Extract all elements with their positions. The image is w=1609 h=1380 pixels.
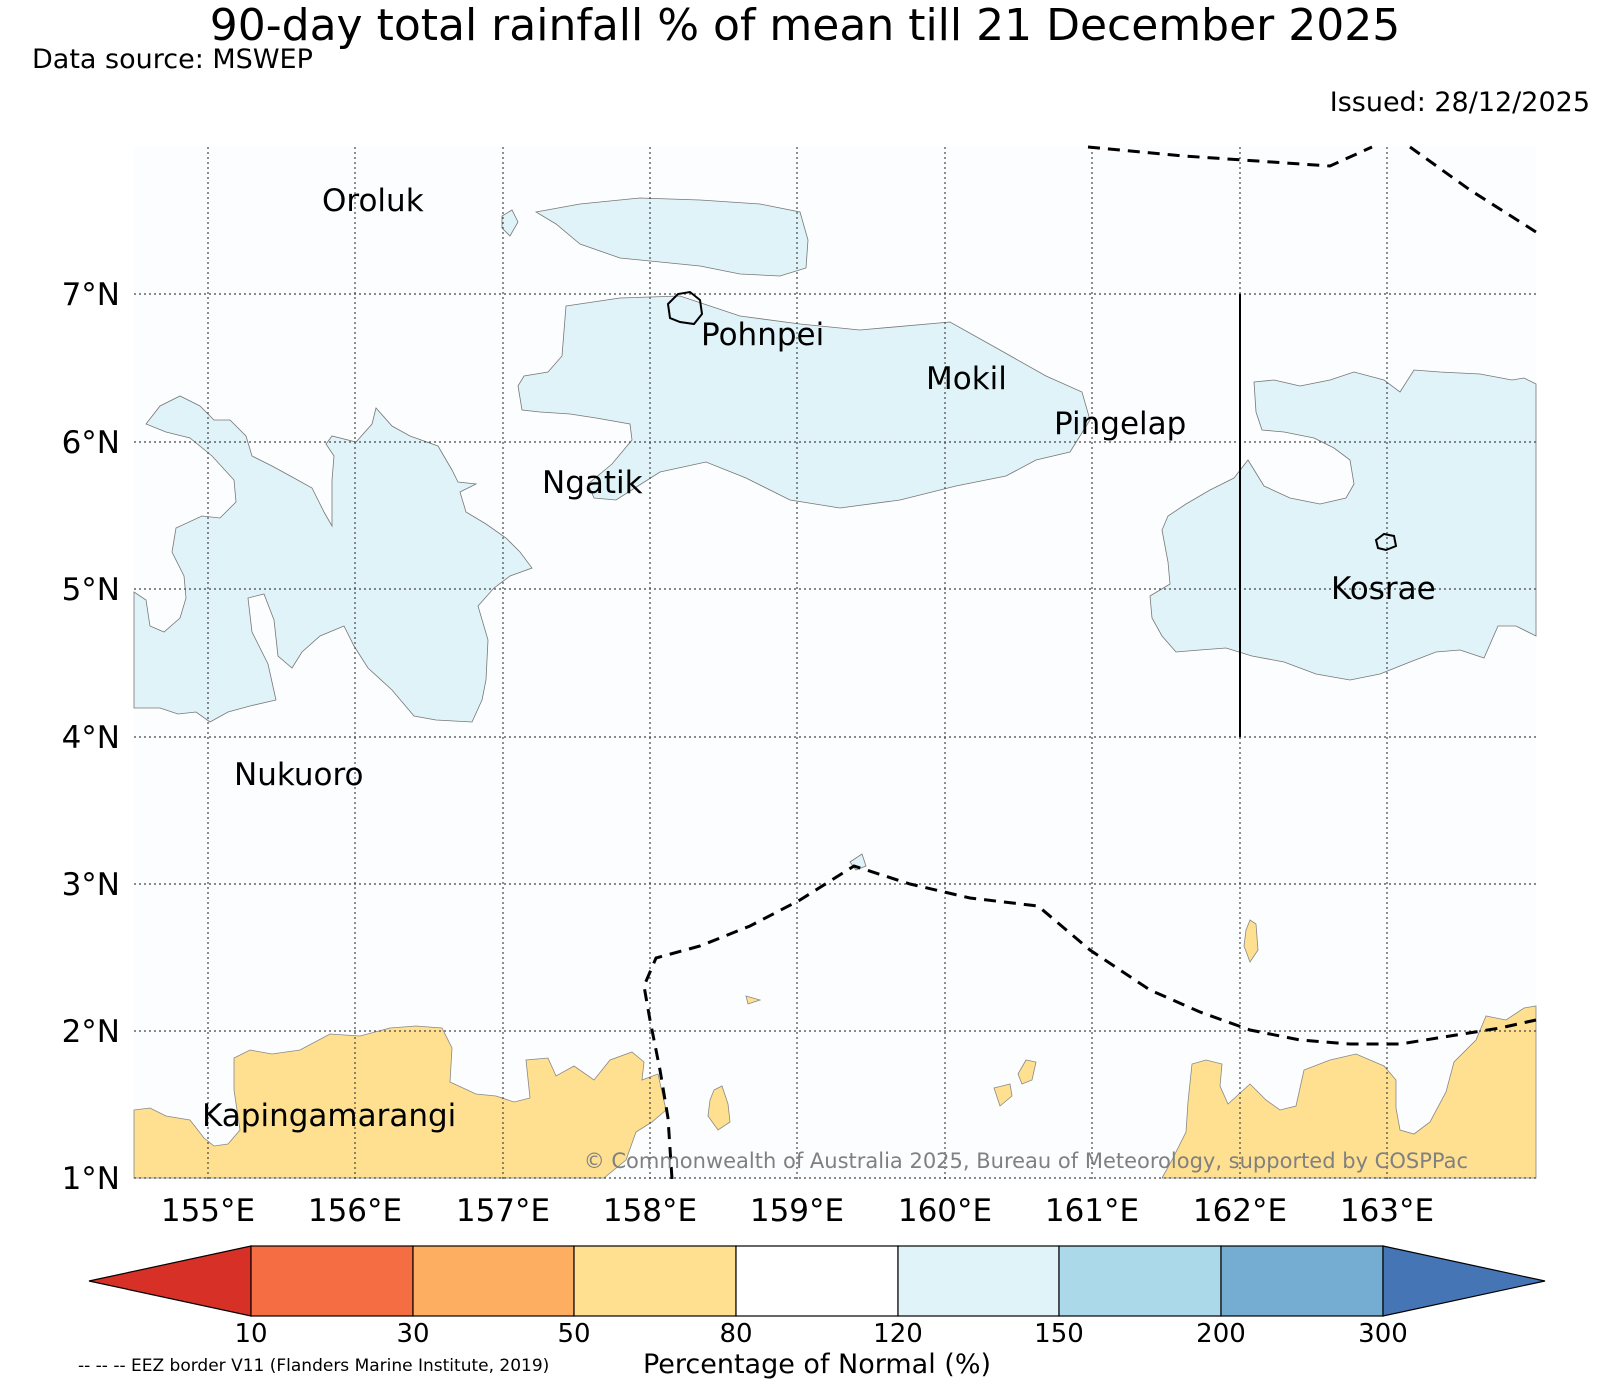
- lon-tick-label: 157°E: [456, 1193, 550, 1229]
- pohnpei-island-outline: [666, 290, 704, 326]
- lat-tick-label: 1°N: [62, 1161, 120, 1197]
- colorbar-segment-80-120: [735, 1245, 899, 1317]
- place-label-mokil: Mokil: [926, 361, 1007, 397]
- eez-border-south: [642, 864, 1537, 1180]
- rainfall-region-dot-e: [1243, 919, 1259, 963]
- rainfall-region-dot-d: [1017, 1059, 1037, 1085]
- lon-tick-label: 162°E: [1193, 1193, 1287, 1229]
- rainfall-region-north-pohnpei: [534, 197, 809, 277]
- colorbar-extend-high: [1382, 1245, 1546, 1317]
- colorbar-tick-label: 150: [1034, 1319, 1084, 1349]
- colorbar: 10 30 50 80 120 150 200 300 Percentage o…: [88, 1245, 1546, 1380]
- lat-tick-label: 4°N: [62, 720, 120, 756]
- rainfall-region-west: [133, 395, 533, 723]
- rainfall-region-pohnpei: [517, 295, 1091, 509]
- colorbar-tick-label: 50: [557, 1319, 590, 1349]
- lon-tick-label: 161°E: [1045, 1193, 1139, 1229]
- lon-tick-label: 158°E: [603, 1193, 697, 1229]
- longitude-axis: 155°E 156°E 157°E 158°E 159°E 160°E 161°…: [161, 1193, 1434, 1229]
- lat-tick-label: 7°N: [62, 277, 120, 313]
- latitude-axis: 7°N 6°N 5°N 4°N 3°N 2°N 1°N: [62, 277, 120, 1197]
- eez-source-note: -- -- -- EEZ border V11 (Flanders Marine…: [78, 1356, 549, 1376]
- rainfall-region-southeast: [1161, 1005, 1537, 1179]
- colorbar-tick-label: 120: [873, 1319, 923, 1349]
- lat-tick-label: 5°N: [62, 572, 120, 608]
- place-label-nukuoro: Nukuoro: [234, 757, 363, 793]
- lon-tick-label: 156°E: [308, 1193, 402, 1229]
- colorbar-segment-30-50: [412, 1245, 575, 1317]
- map-title: 90-day total rainfall % of mean till 21 …: [210, 0, 1400, 51]
- colorbar-segment-150-200: [1058, 1245, 1222, 1317]
- rainfall-region-dot-a: [745, 995, 762, 1005]
- data-source-label: Data source: MSWEP: [32, 44, 313, 75]
- eez-border-north: [1087, 145, 1537, 234]
- colorbar-tick-label: 80: [719, 1319, 752, 1349]
- colorbar-extend-low: [88, 1245, 252, 1317]
- place-label-kapingamarangi: Kapingamarangi: [202, 1098, 456, 1134]
- colorbar-label: Percentage of Normal (%): [643, 1349, 991, 1380]
- lat-tick-label: 6°N: [62, 425, 120, 461]
- colorbar-segment-50-80: [573, 1245, 737, 1317]
- rainfall-region-north-islet: [501, 209, 519, 237]
- lon-tick-label: 163°E: [1340, 1193, 1434, 1229]
- colorbar-segment-10-30: [250, 1245, 414, 1317]
- lat-tick-label: 2°N: [62, 1014, 120, 1050]
- colorbar-segment-120-150: [897, 1245, 1060, 1317]
- lon-tick-label: 159°E: [750, 1193, 844, 1229]
- rainfall-region-southwest: [133, 1025, 667, 1179]
- copyright-notice: © Commonwealth of Australia 2025, Bureau…: [584, 1149, 1468, 1173]
- lat-tick-label: 3°N: [62, 867, 120, 903]
- place-label-kosrae: Kosrae: [1331, 571, 1436, 607]
- colorbar-tick-label: 30: [396, 1319, 429, 1349]
- map-panel: Oroluk Pohnpei Mokil Pingelap Ngatik Kos…: [133, 145, 1537, 1180]
- place-label-oroluk: Oroluk: [322, 183, 424, 219]
- colorbar-tick-label: 10: [234, 1319, 267, 1349]
- rainfall-region-kosrae: [1149, 369, 1537, 681]
- kosrae-island-outline: [1374, 532, 1398, 552]
- colorbar-segment-200-300: [1220, 1245, 1384, 1317]
- rainfall-region-dot-b: [707, 1085, 731, 1131]
- place-label-ngatik: Ngatik: [542, 465, 643, 501]
- lon-tick-label: 160°E: [898, 1193, 992, 1229]
- rainfall-region-dot-c: [993, 1083, 1013, 1107]
- lon-tick-label: 155°E: [161, 1193, 255, 1229]
- place-label-pingelap: Pingelap: [1054, 406, 1186, 442]
- colorbar-tick-label: 300: [1358, 1319, 1408, 1349]
- issued-date-label: Issued: 28/12/2025: [1330, 87, 1590, 118]
- colorbar-tick-label: 200: [1196, 1319, 1246, 1349]
- place-label-pohnpei: Pohnpei: [701, 317, 824, 353]
